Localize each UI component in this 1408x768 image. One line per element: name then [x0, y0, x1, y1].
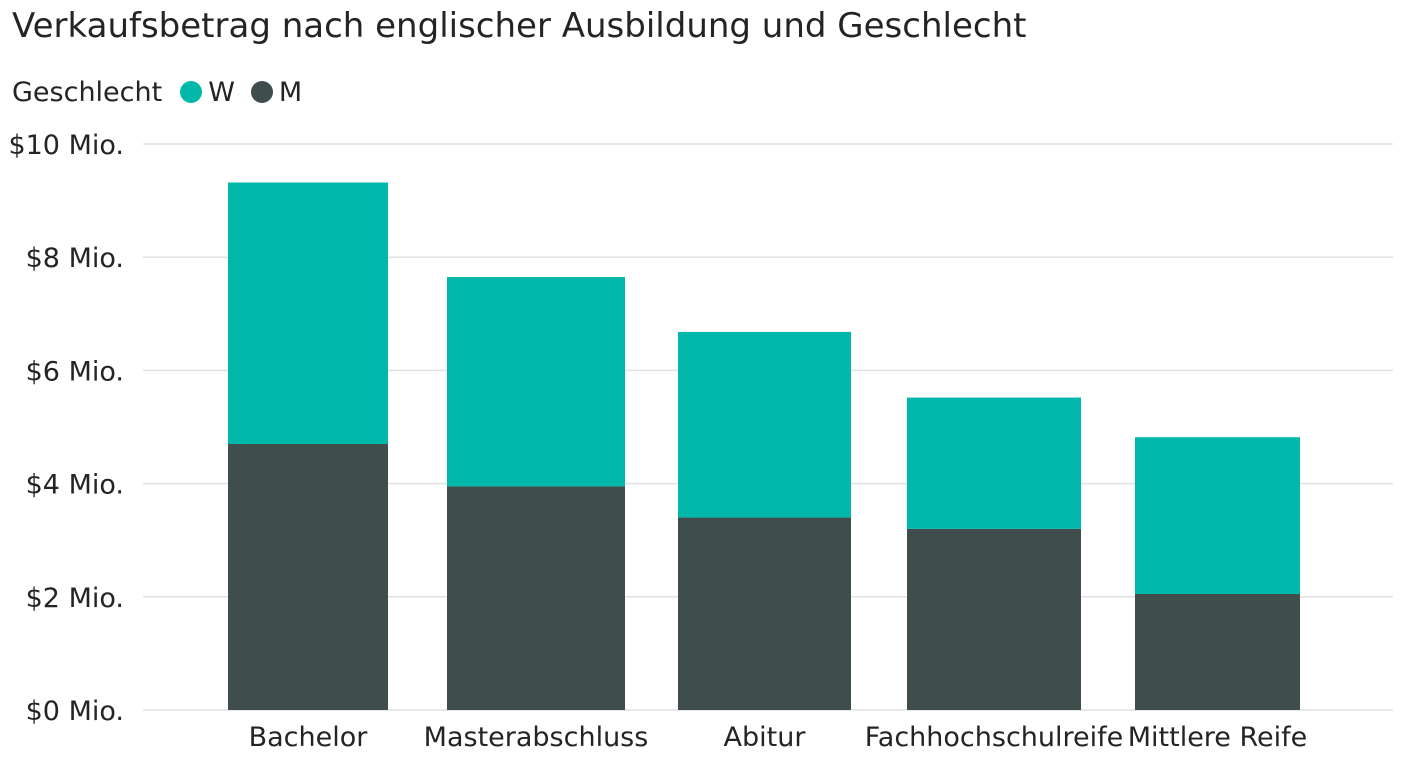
y-tick-label-2: $4 Mio.	[26, 470, 124, 501]
x-tick-label-3: Fachhochschulreife	[865, 722, 1124, 753]
bar-w-1	[447, 277, 625, 487]
bar-m-1	[447, 486, 625, 710]
x-tick-label-2: Abitur	[724, 722, 807, 753]
bar-m-3	[907, 528, 1081, 710]
legend-label-w: W	[208, 76, 235, 108]
bar-w-2	[678, 331, 851, 518]
y-tick-label-4: $8 Mio.	[26, 243, 124, 274]
x-tick-label-4: Mittlere Reife	[1128, 722, 1308, 753]
legend-item-w[interactable]: W	[180, 77, 235, 108]
y-tick-label-1: $2 Mio.	[26, 583, 124, 614]
bar-m-2	[678, 517, 851, 710]
legend-title: Geschlecht	[12, 76, 163, 108]
legend: Geschlecht W M	[12, 74, 318, 110]
x-tick-label-0: Bachelor	[249, 722, 369, 753]
legend-label-m: M	[278, 76, 303, 108]
x-tick-label-1: Masterabschluss	[424, 722, 649, 753]
bar-w-3	[907, 397, 1081, 529]
y-tick-label-3: $6 Mio.	[26, 356, 124, 387]
chart-title: Verkaufsbetrag nach englischer Ausbildun…	[12, 6, 1027, 46]
bar-m-4	[1135, 593, 1300, 710]
legend-item-m[interactable]: M	[250, 76, 303, 108]
bar-m-0	[228, 443, 388, 710]
legend-dot-m	[250, 81, 273, 103]
y-tick-label-5: $10 Mio.	[8, 130, 124, 161]
bar-w-0	[228, 182, 388, 444]
bar-w-4	[1135, 437, 1300, 594]
legend-dot-w	[180, 81, 203, 103]
y-tick-label-0: $0 Mio.	[26, 696, 124, 727]
